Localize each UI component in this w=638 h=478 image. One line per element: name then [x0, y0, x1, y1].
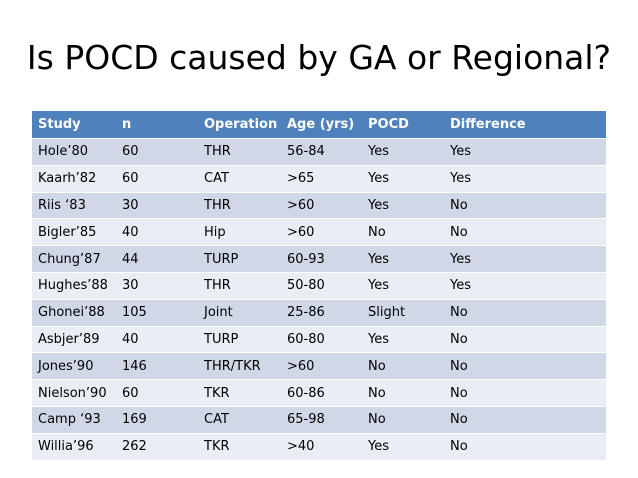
cell-pocd: No	[362, 379, 444, 407]
cell-operation: THR	[198, 192, 281, 220]
table-row: Chung’87 44 TURP 60-93 Yes Yes	[32, 245, 606, 273]
cell-age: 60-80	[281, 326, 362, 354]
cell-n: 30	[116, 272, 198, 300]
cell-n: 146	[116, 352, 198, 381]
cell-n: 262	[116, 433, 198, 461]
cell-age: >60	[281, 352, 362, 381]
cell-n: 44	[116, 245, 198, 273]
cell-pocd: Yes	[362, 192, 444, 220]
cell-operation: THR	[198, 138, 281, 166]
cell-difference: No	[444, 379, 606, 407]
table-row: Hughes’88 30 THR 50-80 Yes Yes	[32, 272, 606, 300]
cell-operation: TKR	[198, 379, 281, 407]
cell-difference: Yes	[444, 245, 606, 273]
cell-study: Camp ‘93	[32, 406, 116, 434]
table-row: Kaarh’82 60 CAT >65 Yes Yes	[32, 165, 606, 193]
cell-pocd: Yes	[362, 272, 444, 300]
table-row: Bigler’85 40 Hip >60 No No	[32, 218, 606, 247]
cell-difference: No	[444, 218, 606, 247]
cell-study: Jones’90	[32, 352, 116, 381]
cell-pocd: Yes	[362, 326, 444, 354]
cell-n: 40	[116, 326, 198, 354]
cell-pocd: Yes	[362, 165, 444, 193]
cell-difference: Yes	[444, 272, 606, 300]
cell-operation: TURP	[198, 245, 281, 273]
cell-study: Hole’80	[32, 138, 116, 166]
cell-study: Bigler’85	[32, 218, 116, 247]
cell-difference: No	[444, 406, 606, 434]
cell-operation: CAT	[198, 406, 281, 434]
cell-n: 60	[116, 165, 198, 193]
cell-study: Riis ‘83	[32, 192, 116, 220]
table-row: Willia’96 262 TKR >40 Yes No	[32, 433, 606, 461]
cell-difference: Yes	[444, 165, 606, 193]
cell-difference: Yes	[444, 138, 606, 166]
cell-study: Kaarh’82	[32, 165, 116, 193]
cell-difference: No	[444, 299, 606, 327]
table-header-row: Study n Operation Age (yrs) POCD Differe…	[32, 111, 606, 139]
header-age: Age (yrs)	[281, 111, 362, 139]
cell-operation: Hip	[198, 218, 281, 247]
cell-pocd: Yes	[362, 245, 444, 273]
cell-age: 56-84	[281, 138, 362, 166]
header-operation: Operation	[198, 111, 281, 139]
slide-title: Is POCD caused by GA or Regional?	[26, 38, 612, 77]
cell-pocd: No	[362, 406, 444, 434]
cell-study: Nielson’90	[32, 379, 116, 407]
cell-study: Willia’96	[32, 433, 116, 461]
cell-pocd: Slight	[362, 299, 444, 327]
cell-study: Ghonei’88	[32, 299, 116, 327]
table-row: Asbjer’89 40 TURP 60-80 Yes No	[32, 326, 606, 354]
cell-operation: THR/TKR	[198, 352, 281, 381]
table-row: Hole’80 60 THR 56-84 Yes Yes	[32, 138, 606, 166]
cell-age: 25-86	[281, 299, 362, 327]
table-row: Camp ‘93 169 CAT 65-98 No No	[32, 406, 606, 434]
cell-n: 30	[116, 192, 198, 220]
pocd-studies-table: Study n Operation Age (yrs) POCD Differe…	[32, 111, 606, 461]
cell-age: 60-86	[281, 379, 362, 407]
cell-pocd: Yes	[362, 138, 444, 166]
cell-operation: CAT	[198, 165, 281, 193]
cell-n: 60	[116, 138, 198, 166]
table-row: Nielson’90 60 TKR 60-86 No No	[32, 379, 606, 407]
cell-age: 60-93	[281, 245, 362, 273]
table-row: Jones’90 146 THR/TKR >60 No No	[32, 352, 606, 381]
cell-difference: No	[444, 352, 606, 381]
cell-operation: Joint	[198, 299, 281, 327]
cell-n: 40	[116, 218, 198, 247]
cell-study: Chung’87	[32, 245, 116, 273]
cell-pocd: No	[362, 352, 444, 381]
cell-difference: No	[444, 433, 606, 461]
cell-n: 105	[116, 299, 198, 327]
cell-operation: TKR	[198, 433, 281, 461]
cell-difference: No	[444, 326, 606, 354]
cell-age: 50-80	[281, 272, 362, 300]
header-difference: Difference	[444, 111, 606, 139]
cell-n: 169	[116, 406, 198, 434]
table-body: Hole’80 60 THR 56-84 Yes Yes Kaarh’82 60 CAT >65 Y…	[32, 138, 606, 461]
header-pocd: POCD	[362, 111, 444, 139]
cell-study: Asbjer’89	[32, 326, 116, 354]
cell-age: >60	[281, 192, 362, 220]
cell-age: 65-98	[281, 406, 362, 434]
header-study: Study	[32, 111, 116, 139]
cell-operation: THR	[198, 272, 281, 300]
cell-age: >65	[281, 165, 362, 193]
table-row: Riis ‘83 30 THR >60 Yes No	[32, 192, 606, 220]
header-n: n	[116, 111, 198, 139]
cell-operation: TURP	[198, 326, 281, 354]
cell-pocd: No	[362, 218, 444, 247]
cell-difference: No	[444, 192, 606, 220]
table-row: Ghonei’88 105 Joint 25-86 Slight No	[32, 299, 606, 327]
cell-study: Hughes’88	[32, 272, 116, 300]
cell-pocd: Yes	[362, 433, 444, 461]
cell-n: 60	[116, 379, 198, 407]
cell-age: >60	[281, 218, 362, 247]
cell-age: >40	[281, 433, 362, 461]
